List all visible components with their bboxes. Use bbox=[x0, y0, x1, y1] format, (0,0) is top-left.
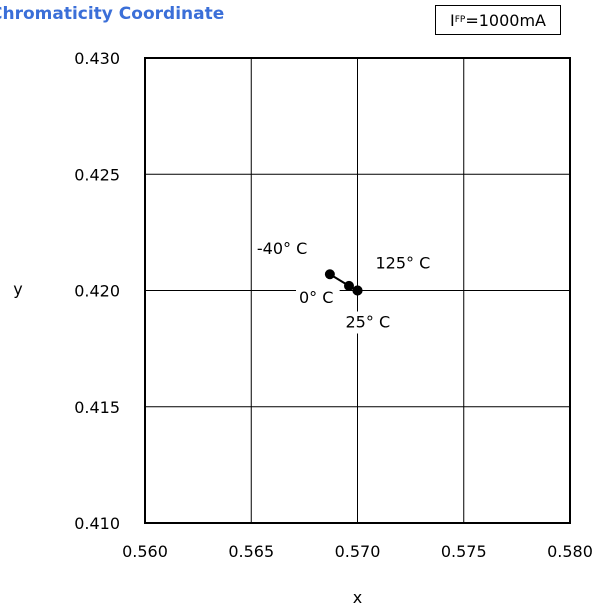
y-axis-title: y bbox=[13, 280, 22, 299]
x-tick-label: 0.570 bbox=[335, 542, 381, 561]
data-point bbox=[324, 269, 335, 280]
data-point bbox=[344, 280, 354, 291]
condition-symbol: I bbox=[450, 10, 455, 30]
condition-subscript: FP bbox=[454, 15, 466, 25]
x-tick-label: 0.580 bbox=[547, 542, 593, 561]
point-label: 0° C bbox=[299, 288, 333, 307]
point-label: 25° C bbox=[346, 313, 391, 332]
x-tick-label: 0.560 bbox=[122, 542, 168, 561]
label-background bbox=[342, 311, 396, 334]
x-tick-labels: 0.560 0.565 0.570 0.575 0.580 bbox=[122, 542, 593, 561]
x-axis-title: x bbox=[353, 588, 362, 607]
y-tick-labels: 0.410 0.415 0.420 0.425 0.430 bbox=[74, 49, 120, 533]
y-tick-label: 0.430 bbox=[74, 49, 120, 68]
x-tick-label: 0.565 bbox=[228, 542, 274, 561]
condition-value: =1000mA bbox=[465, 10, 546, 30]
point-label: -40° C bbox=[257, 239, 307, 258]
y-tick-label: 0.425 bbox=[74, 165, 120, 184]
current-condition-label: I FP =1000mA bbox=[435, 5, 561, 35]
y-tick-label: 0.420 bbox=[74, 282, 120, 301]
plot-frame bbox=[144, 57, 571, 524]
label-background bbox=[296, 286, 340, 309]
y-tick-label: 0.410 bbox=[74, 514, 120, 533]
data-point bbox=[352, 285, 363, 296]
point-labels: -40° C 0° C 25° C 125° C bbox=[253, 238, 431, 334]
x-tick-label: 0.575 bbox=[441, 542, 487, 561]
data-points bbox=[324, 269, 363, 296]
point-label: 125° C bbox=[376, 254, 431, 273]
y-tick-label: 0.415 bbox=[74, 398, 120, 417]
label-background bbox=[253, 238, 317, 261]
chart-title: Chromaticity Coordinate bbox=[0, 4, 225, 24]
